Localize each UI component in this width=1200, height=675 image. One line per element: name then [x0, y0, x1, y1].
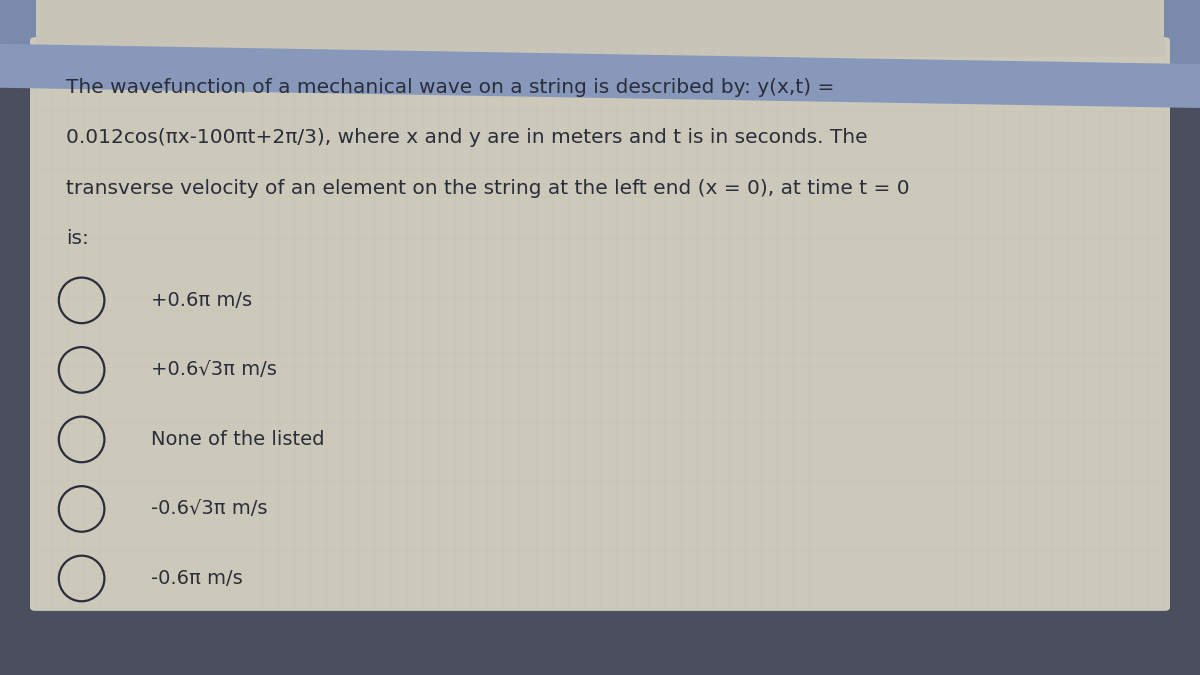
Text: The wavefunction of a mechanical wave on a string is described by: y(x,t) =: The wavefunction of a mechanical wave on…: [66, 78, 834, 97]
Polygon shape: [0, 44, 1200, 108]
Text: is:: is:: [66, 230, 89, 248]
Text: -0.6π m/s: -0.6π m/s: [151, 569, 242, 588]
FancyBboxPatch shape: [0, 0, 1200, 81]
FancyBboxPatch shape: [36, 0, 1164, 57]
Text: -0.6√3π m/s: -0.6√3π m/s: [151, 500, 268, 518]
Text: transverse velocity of an element on the string at the left end (x = 0), at time: transverse velocity of an element on the…: [66, 179, 910, 198]
Text: +0.6π m/s: +0.6π m/s: [151, 291, 252, 310]
FancyBboxPatch shape: [30, 37, 1170, 611]
Text: 0.012cos(πx-100πt+2π/3), where x and y are in meters and t is in seconds. The: 0.012cos(πx-100πt+2π/3), where x and y a…: [66, 128, 868, 147]
Text: +0.6√3π m/s: +0.6√3π m/s: [151, 360, 277, 379]
Text: None of the listed: None of the listed: [151, 430, 325, 449]
